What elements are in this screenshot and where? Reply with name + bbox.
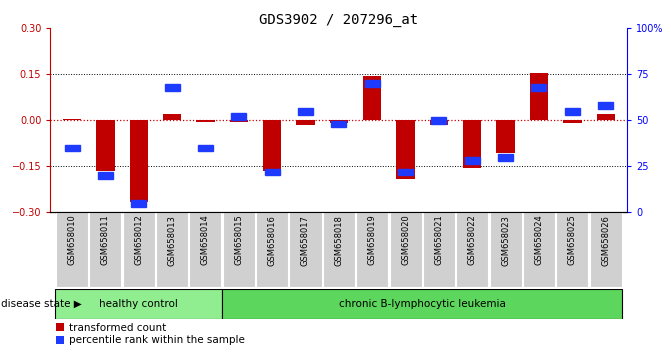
Text: GSM658012: GSM658012	[134, 215, 143, 266]
FancyBboxPatch shape	[156, 212, 188, 287]
FancyBboxPatch shape	[356, 212, 389, 287]
Text: GSM658015: GSM658015	[234, 215, 244, 266]
Bar	[164, 84, 180, 91]
Text: GSM658026: GSM658026	[601, 215, 610, 266]
Text: disease state ▶: disease state ▶	[1, 298, 82, 309]
Text: chronic B-lymphocytic leukemia: chronic B-lymphocytic leukemia	[339, 298, 506, 309]
Text: GSM658017: GSM658017	[301, 215, 310, 266]
FancyBboxPatch shape	[423, 212, 455, 287]
Bar	[565, 108, 580, 115]
FancyBboxPatch shape	[222, 289, 623, 319]
Bar	[297, 120, 315, 125]
Legend: transformed count, percentile rank within the sample: transformed count, percentile rank withi…	[56, 322, 245, 345]
FancyBboxPatch shape	[490, 212, 521, 287]
FancyBboxPatch shape	[123, 212, 155, 287]
Bar	[130, 120, 148, 202]
FancyBboxPatch shape	[289, 212, 321, 287]
FancyBboxPatch shape	[56, 212, 88, 287]
Text: GSM658011: GSM658011	[101, 215, 110, 266]
Text: GSM658021: GSM658021	[434, 215, 444, 266]
Bar	[263, 120, 281, 171]
Bar	[298, 108, 313, 115]
Text: GSM658013: GSM658013	[168, 215, 176, 266]
Bar	[531, 84, 546, 91]
Bar	[429, 120, 448, 125]
Bar	[64, 144, 79, 152]
Text: healthy control: healthy control	[99, 298, 178, 309]
FancyBboxPatch shape	[189, 212, 221, 287]
Text: GSM658014: GSM658014	[201, 215, 210, 266]
Bar	[363, 76, 381, 120]
Bar	[98, 172, 113, 179]
Bar	[599, 102, 613, 109]
Text: GSM658010: GSM658010	[68, 215, 76, 266]
Bar	[365, 80, 380, 87]
Bar	[563, 120, 582, 124]
Bar	[229, 120, 248, 122]
FancyBboxPatch shape	[223, 212, 255, 287]
Bar	[132, 200, 146, 207]
Bar	[163, 114, 181, 120]
Text: GSM658022: GSM658022	[468, 215, 477, 266]
Bar	[497, 120, 515, 153]
FancyBboxPatch shape	[590, 212, 622, 287]
Bar	[530, 73, 548, 120]
Bar	[397, 120, 415, 179]
Text: GSM658016: GSM658016	[268, 215, 276, 266]
Text: GSM658020: GSM658020	[401, 215, 410, 266]
FancyBboxPatch shape	[89, 212, 121, 287]
FancyBboxPatch shape	[55, 289, 222, 319]
Bar	[63, 119, 81, 120]
FancyBboxPatch shape	[390, 212, 421, 287]
Title: GDS3902 / 207296_at: GDS3902 / 207296_at	[259, 13, 419, 27]
Bar	[431, 117, 446, 124]
FancyBboxPatch shape	[323, 212, 355, 287]
Text: GSM658018: GSM658018	[334, 215, 344, 266]
Bar	[463, 120, 482, 168]
FancyBboxPatch shape	[523, 212, 555, 287]
Bar	[331, 121, 346, 127]
FancyBboxPatch shape	[256, 212, 288, 287]
Bar	[398, 169, 413, 175]
Bar	[498, 154, 513, 161]
Text: GSM658023: GSM658023	[501, 215, 510, 266]
Bar	[196, 120, 215, 122]
Bar	[231, 113, 246, 120]
Bar	[264, 169, 280, 175]
FancyBboxPatch shape	[556, 212, 588, 287]
Bar	[465, 158, 480, 164]
Text: GSM658025: GSM658025	[568, 215, 577, 266]
FancyBboxPatch shape	[456, 212, 488, 287]
Bar	[198, 144, 213, 152]
Text: GSM658024: GSM658024	[535, 215, 544, 266]
Bar	[329, 120, 348, 124]
Text: GSM658019: GSM658019	[368, 215, 376, 266]
Bar	[96, 120, 115, 171]
Bar	[597, 114, 615, 120]
